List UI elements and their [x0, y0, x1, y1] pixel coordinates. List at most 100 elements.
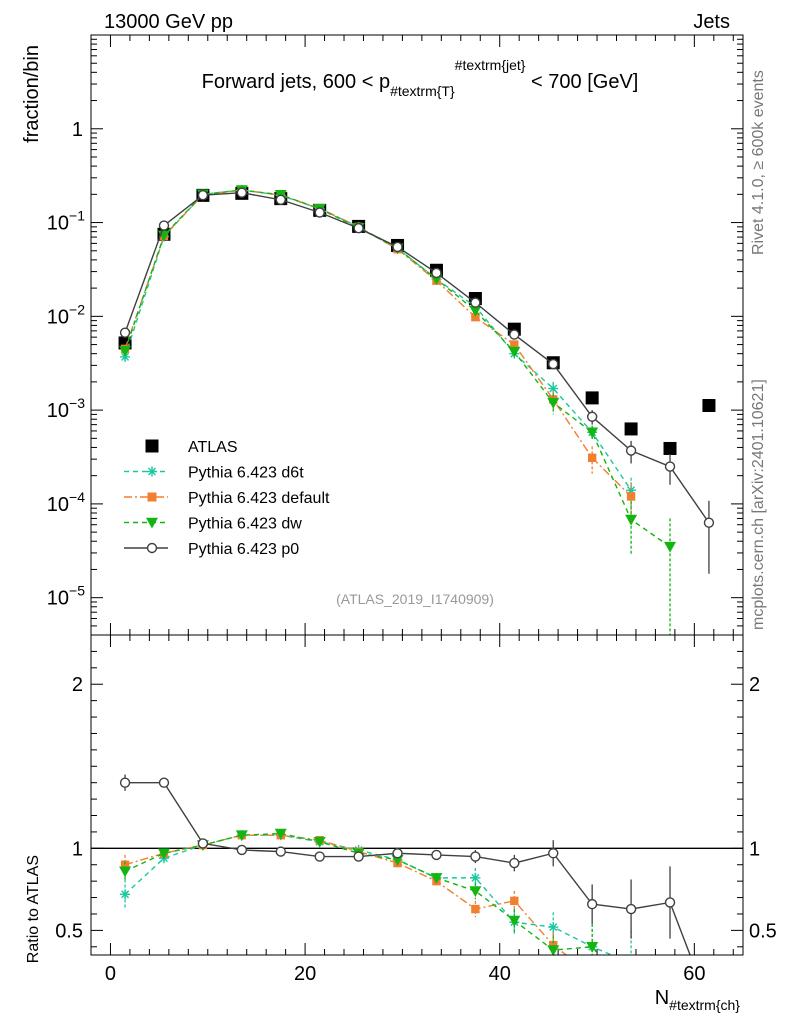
ratio-point — [470, 872, 481, 883]
ratio-tick-label-right: 0.5 — [749, 920, 777, 942]
data-point — [626, 492, 636, 501]
y-tick-label: 10−2 — [47, 301, 85, 328]
title-post: < 700 [GeV] — [526, 71, 639, 93]
top-panel-data — [118, 184, 716, 635]
title-sub: #textrm{T} — [390, 83, 455, 99]
ratio-point — [431, 849, 442, 861]
y-tick-label: 10−1 — [47, 208, 85, 235]
analysis-id-label: (ATLAS_2019_I1740909) — [336, 591, 494, 607]
ratio-point — [353, 851, 364, 862]
header-left-label: 13000 GeV pp — [104, 11, 233, 33]
legend: ATLAS Pythia 6.423 d6t Pythia 6.423 defaul… — [124, 439, 330, 558]
ratio-point — [471, 904, 480, 914]
data-point — [703, 517, 715, 528]
ratio-point — [549, 940, 558, 950]
data-point — [585, 391, 599, 405]
data-point — [197, 189, 209, 201]
title-sup: #textrm{jet} — [455, 57, 526, 73]
data-point — [510, 340, 519, 349]
x-tick-label: 20 — [294, 963, 316, 985]
data-point — [236, 187, 248, 198]
series-line-3 — [124, 189, 671, 548]
ratio-point — [236, 844, 248, 856]
ratio-point — [119, 866, 132, 878]
ratio-line-2 — [124, 834, 568, 955]
ratio-point — [509, 857, 520, 869]
data-point — [508, 346, 521, 358]
data-point — [470, 297, 481, 308]
ratio-point — [430, 873, 443, 884]
ratio-point — [625, 903, 637, 915]
ratio-panel-data — [119, 774, 691, 957]
legend-label: Pythia 6.423 p0 — [188, 541, 299, 558]
legend-label: ATLAS — [188, 439, 238, 456]
top-ylabel: fraction/bin — [21, 45, 43, 143]
ratio-point — [158, 777, 170, 788]
ratio-tick-label-left: 1 — [72, 838, 83, 860]
rivet-version-label: Rivet 4.1.0, ≥ 600k events — [750, 70, 767, 255]
data-point — [314, 207, 325, 218]
ratio-panel-frame — [90, 634, 744, 956]
ratio-point — [508, 915, 521, 927]
data-point — [625, 514, 638, 526]
data-point — [625, 445, 637, 456]
data-point — [587, 453, 597, 463]
bottom-ylabel: Ratio to ATLAS — [25, 855, 42, 963]
data-point — [509, 329, 520, 340]
data-point — [664, 541, 677, 553]
data-point — [548, 358, 559, 370]
legend-marker — [147, 492, 157, 502]
ratio-tick-label-right: 1 — [749, 838, 760, 860]
y-tick-label: 10−5 — [47, 583, 85, 610]
legend-marker — [146, 542, 158, 554]
xlabel-main: N — [655, 987, 669, 1009]
top-panel-axes: 1 10−1 10−2 10−3 10−4 10−5 — [47, 34, 743, 636]
ratio-point — [120, 889, 131, 900]
ratio-point — [119, 777, 131, 788]
y-tick-label: 10−3 — [47, 395, 85, 422]
series-line-4 — [124, 192, 710, 524]
xlabel: N#textrm{ch} — [655, 987, 741, 1013]
ratio-point — [275, 846, 286, 857]
legend-label: Pythia 6.423 dw — [188, 516, 302, 533]
header-right-label: Jets — [693, 11, 730, 33]
chart-title: Forward jets, 600 < p#textrm{T}#textrm{j… — [202, 57, 639, 99]
data-point — [624, 422, 638, 436]
x-tick-label: 60 — [683, 963, 705, 985]
data-point — [119, 345, 132, 357]
xlabel-sub: #textrm{ch} — [669, 997, 740, 1013]
legend-marker — [145, 439, 159, 453]
data-point — [471, 312, 480, 322]
data-point — [664, 461, 676, 472]
y-tick-label: 10−4 — [47, 489, 85, 516]
ratio-point — [391, 855, 404, 866]
ratio-point — [547, 945, 560, 957]
ratio-point — [586, 941, 599, 953]
ratio-point — [470, 851, 481, 862]
data-point — [702, 399, 716, 413]
ratio-point — [274, 828, 287, 840]
data-point — [431, 267, 442, 279]
y-tick-label: 1 — [72, 119, 83, 141]
ratio-point — [586, 898, 598, 910]
ratio-point — [510, 896, 519, 906]
ratio-point — [548, 922, 559, 933]
ratio-panel-axes: 0 20 40 60 2 2 1 1 0.5 0.5 — [55, 635, 777, 985]
ratio-tick-label-left: 2 — [72, 674, 83, 696]
data-point — [392, 241, 403, 253]
ratio-tick-label-left: 0.5 — [55, 920, 83, 942]
mcplots-label: mcplots.cern.ch [arXiv:2401.10621] — [750, 379, 767, 630]
ratio-point — [157, 848, 170, 860]
data-point — [586, 411, 598, 422]
ratio-point — [392, 848, 403, 859]
ratio-point — [548, 848, 559, 859]
ratio-point — [120, 860, 130, 869]
legend-marker — [147, 466, 157, 477]
data-point — [547, 397, 560, 409]
ratio-point — [314, 851, 325, 862]
ratio-point — [664, 897, 676, 908]
ratio-line-4 — [125, 781, 691, 955]
data-point — [275, 194, 286, 205]
data-point — [119, 327, 131, 338]
legend-label: Pythia 6.423 d6t — [188, 465, 304, 482]
